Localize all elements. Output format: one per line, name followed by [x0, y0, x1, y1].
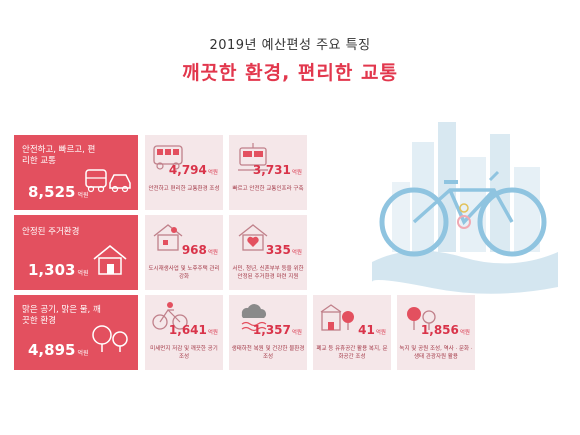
category-panel-transport: 안전하고, 빠르고, 편리한 교통 8,525 억원 [14, 135, 138, 210]
budget-tile: 1,856억원 녹지 및 공원 조성, 역사 · 문화 · 생태 관광자원 활용 [397, 295, 475, 370]
budget-tile: 1,357억원 생태하천 복원 및 건강한 물환경 조성 [229, 295, 307, 370]
train-icon [238, 143, 268, 171]
school-tree-icon [320, 304, 354, 331]
tile-amount: 1,641억원 [168, 323, 218, 337]
house-repair-icon [153, 224, 183, 251]
category-value: 1,303 억원 [28, 261, 89, 279]
tile-amount: 335억원 [265, 243, 302, 257]
page-title: 2019년 예산편성 주요 특징 [209, 38, 371, 53]
category-name: 맑은 공기, 맑은 물, 깨끗한 환경 [22, 305, 101, 326]
trees-white-icon [92, 325, 128, 352]
tile-amount: 1,357억원 [252, 323, 302, 337]
tile-amount: 3,731억원 [252, 163, 302, 177]
tile-amount: 1,856억원 [420, 323, 470, 337]
bicycle-cityscape-illustration [372, 122, 558, 294]
vehicles-icon [85, 169, 131, 193]
tile-description: 안전하고 편리한 교통환경 조성 [148, 186, 220, 192]
tile-description: 녹지 및 공원 조성, 역사 · 문화 · 생태 관광자원 활용 [399, 346, 473, 360]
tile-description: 도시재생사업 및 노후주택 관리 강화 [148, 266, 220, 280]
tile-amount: 968억원 [181, 243, 218, 257]
bus-icon [153, 145, 183, 170]
tile-description: 빠르고 안전한 교통인프라 구축 [232, 186, 304, 192]
house-icon [93, 244, 127, 275]
budget-tile: 335억원 서민, 청년, 신혼부부 등을 위한 안정된 주거환경 마련 지원 [229, 215, 307, 290]
category-value: 4,895 억원 [28, 341, 89, 359]
page-subtitle: 깨끗한 환경, 편리한 교통 [182, 62, 398, 84]
house-heart-icon [238, 224, 268, 251]
budget-tile: 3,731억원 빠르고 안전한 교통인프라 구축 [229, 135, 307, 210]
category-value: 8,525 억원 [28, 183, 89, 201]
trees-icon [407, 307, 436, 330]
tile-amount: 41억원 [358, 323, 386, 337]
category-panel-housing: 안정된 주거환경 1,303 억원 [14, 215, 138, 290]
tile-description: 폐교 등 유휴공간 활용 복지, 문화공간 조성 [316, 346, 388, 360]
category-panel-environment: 맑은 공기, 맑은 물, 깨끗한 환경 4,895 억원 [14, 295, 138, 370]
budget-tile: 1,641억원 미세먼지 저감 및 깨끗한 공기 조성 [145, 295, 223, 370]
tile-description: 생태하천 복원 및 건강한 물환경 조성 [231, 346, 305, 360]
budget-tile: 41억원 폐교 등 유휴공간 활용 복지, 문화공간 조성 [313, 295, 391, 370]
tile-description: 서민, 청년, 신혼부부 등을 위한 안정된 주거환경 마련 지원 [232, 266, 304, 280]
bicycle-icon [152, 302, 188, 330]
tile-amount: 4,794억원 [168, 163, 218, 177]
budget-tile: 968억원 도시재생사업 및 노후주택 관리 강화 [145, 215, 223, 290]
category-name: 안전하고, 빠르고, 편리한 교통 [22, 145, 96, 166]
water-cloud-icon [241, 304, 267, 332]
budget-tile: 4,794억원 안전하고 편리한 교통환경 조성 [145, 135, 223, 210]
tile-description: 미세먼지 저감 및 깨끗한 공기 조성 [150, 346, 218, 360]
category-name: 안정된 주거환경 [22, 227, 80, 237]
